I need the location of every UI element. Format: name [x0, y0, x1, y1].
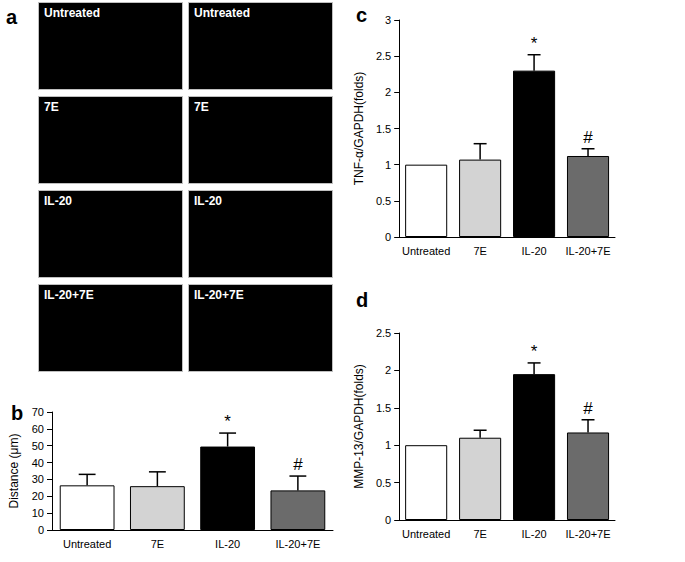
svg-text:TNF-α/GAPDH(folds): TNF-α/GAPDH(folds)	[352, 72, 366, 186]
svg-text:b: b	[11, 402, 23, 424]
svg-text:IL-20+7E: IL-20+7E	[566, 245, 611, 257]
html-text:IL-20: IL-20	[194, 194, 222, 208]
svg-text:30: 30	[32, 473, 44, 485]
svg-text:#: #	[583, 399, 593, 418]
svg-text:10: 10	[32, 507, 44, 519]
svg-text:d: d	[356, 289, 368, 311]
svg-text:IL-20: IL-20	[522, 528, 547, 540]
svg-text:2.5: 2.5	[376, 327, 391, 339]
svg-text:IL-20: IL-20	[215, 538, 240, 550]
svg-text:c: c	[356, 4, 367, 26]
svg-text:2: 2	[385, 86, 391, 98]
html-text:IL-20+7E: IL-20+7E	[44, 288, 94, 302]
svg-text:Untreated: Untreated	[402, 245, 450, 257]
svg-text:0: 0	[38, 524, 44, 536]
svg-text:Untreated: Untreated	[402, 528, 450, 540]
svg-text:1.5: 1.5	[376, 123, 391, 135]
svg-text:50: 50	[32, 440, 44, 452]
html-text:IL-20: IL-20	[44, 194, 72, 208]
html-text:Untreated: Untreated	[44, 6, 100, 20]
svg-text:60: 60	[32, 423, 44, 435]
svg-text:1.5: 1.5	[376, 402, 391, 414]
svg-text:20: 20	[32, 490, 44, 502]
svg-text:0: 0	[385, 514, 391, 526]
svg-text:IL-20+7E: IL-20+7E	[566, 528, 611, 540]
svg-text:IL-20+7E: IL-20+7E	[275, 538, 320, 550]
svg-text:40: 40	[32, 457, 44, 469]
svg-text:*: *	[531, 342, 538, 361]
svg-text:MMP-13/GAPDH(folds): MMP-13/GAPDH(folds)	[352, 364, 366, 489]
svg-text:*: *	[531, 34, 538, 53]
svg-text:7E: 7E	[473, 245, 486, 257]
svg-text:1: 1	[385, 159, 391, 171]
svg-text:7E: 7E	[473, 528, 486, 540]
svg-text:0: 0	[385, 231, 391, 243]
html-text:a: a	[6, 6, 18, 28]
svg-text:IL-20: IL-20	[522, 245, 547, 257]
svg-text:3: 3	[385, 14, 391, 26]
html-text:IL-20+7E: IL-20+7E	[194, 288, 244, 302]
html-text:7E: 7E	[44, 100, 59, 114]
svg-text:2.5: 2.5	[376, 50, 391, 62]
svg-text:0.5: 0.5	[376, 477, 391, 489]
svg-text:70: 70	[32, 406, 44, 418]
svg-text:#: #	[583, 128, 593, 147]
svg-text:1: 1	[385, 439, 391, 451]
svg-text:2: 2	[385, 364, 391, 376]
html-text:Untreated: Untreated	[194, 6, 250, 20]
svg-text:*: *	[224, 412, 231, 431]
svg-text:7E: 7E	[151, 538, 164, 550]
svg-text:Distance (μm): Distance (μm)	[7, 434, 21, 509]
svg-text:Untreated: Untreated	[63, 538, 111, 550]
svg-text:0.5: 0.5	[376, 195, 391, 207]
svg-text:#: #	[293, 455, 303, 474]
html-text:7E: 7E	[194, 100, 209, 114]
